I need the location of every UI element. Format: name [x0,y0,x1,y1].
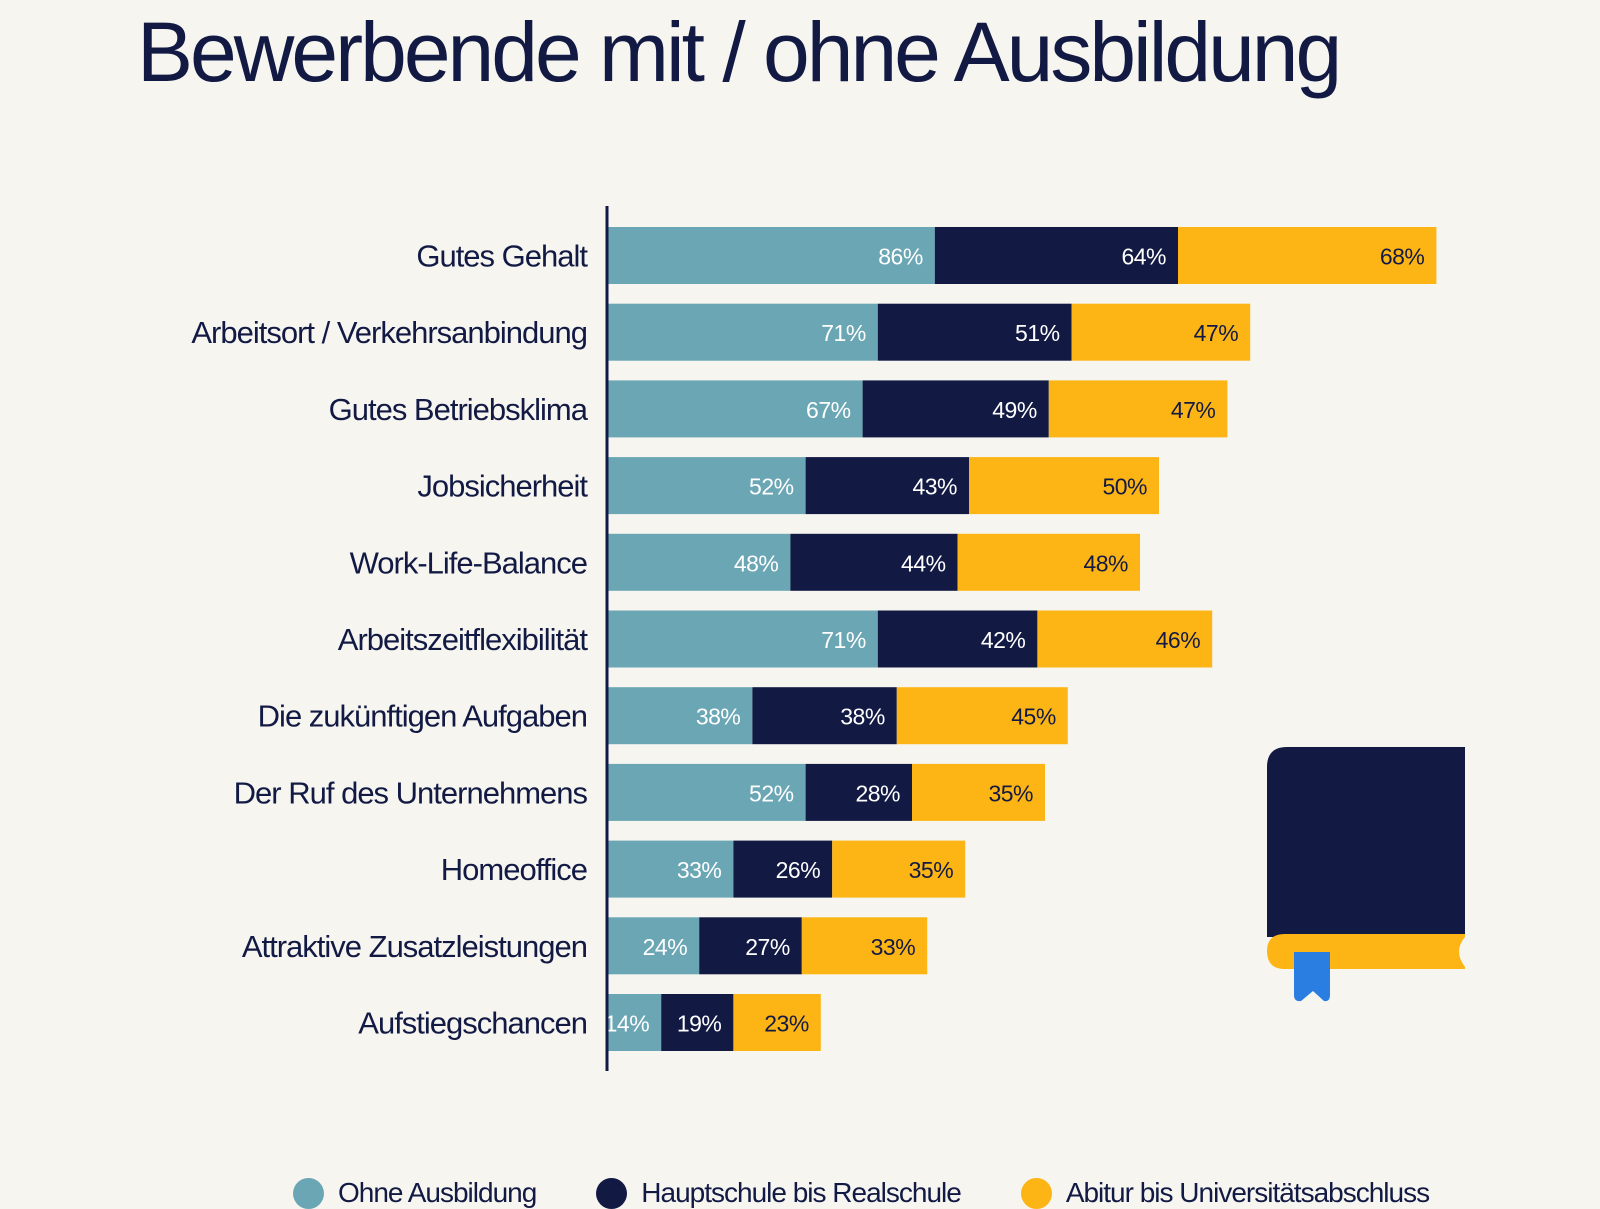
value-label-attraktive-zusatzleistungen-hauptschule-bis-realschule: 27% [745,934,790,960]
value-label-work-life-balance-ohne-ausbildung: 48% [734,550,779,576]
category-label-arbeitszeitflexibilitaet: Arbeitszeitflexibilität [338,622,589,657]
bar-arbeitsort-verkehrsanbindung-hauptschule-bis-realschule [877,303,1072,361]
bar-gutes-gehalt-hauptschule-bis-realschule [934,227,1178,284]
category-label-die-zukuenftigen-aufgaben: Die zukünftigen Aufgaben [258,699,587,734]
value-label-der-ruf-des-unternehmens-ohne-ausbildung: 52% [749,780,794,806]
category-label-jobsicherheit: Jobsicherheit [417,469,588,504]
category-label-attraktive-zusatzleistungen: Attraktive Zusatzleistungen [242,929,587,964]
bar-aufstiegschancen-ohne-ausbildung [608,994,662,1051]
category-labels: Gutes Gehalt Arbeitsort / Verkehrsanbindu… [191,239,589,1041]
bar-arbeitszeitflexibilitaet-abitur-bis-universitaetsabschluss [1037,610,1213,668]
value-label-die-zukuenftigen-aufgaben-ohne-ausbildung: 38% [696,704,741,730]
bar-gutes-betriebsklima-hauptschule-bis-realschule [862,380,1049,438]
bar-homeoffice-ohne-ausbildung [608,840,734,898]
value-label-arbeitszeitflexibilitaet-abitur-bis-universitaetsabschluss: 46% [1156,627,1201,653]
legend-swatch [1020,1177,1052,1209]
legend-label: Abitur bis Universitätsabschluss [1065,1177,1430,1208]
legend: Ohne Ausbildung Hauptschule bis Realschu… [293,1177,1489,1209]
value-label-arbeitsort-verkehrsanbindung-ohne-ausbildung: 71% [821,320,866,346]
value-label-jobsicherheit-ohne-ausbildung: 52% [749,474,794,500]
bar-die-zukuenftigen-aufgaben-ohne-ausbildung [608,687,753,745]
value-label-jobsicherheit-hauptschule-bis-realschule: 43% [912,474,957,500]
value-label-arbeitsort-verkehrsanbindung-abitur-bis-universitaetsabschluss: 47% [1194,320,1239,346]
value-label-jobsicherheit-abitur-bis-universitaetsabschluss: 50% [1102,474,1147,500]
bar-der-ruf-des-unternehmens-abitur-bis-universitaetsabschluss [912,763,1045,821]
bar-der-ruf-des-unternehmens-ohne-ausbildung [608,763,806,821]
bar-work-life-balance-hauptschule-bis-realschule [790,533,958,591]
chart-title: Bewerbende mit / ohne Ausbildung [137,5,1342,99]
bar-attraktive-zusatzleistungen-abitur-bis-universitaetsabschluss [801,917,928,975]
value-label-gutes-gehalt-ohne-ausbildung: 86% [878,244,923,270]
value-label-attraktive-zusatzleistungen-abitur-bis-universitaetsabschluss: 33% [871,934,916,960]
value-label-aufstiegschancen-ohne-ausbildung: 14% [605,1011,650,1037]
bar-der-ruf-des-unternehmens-hauptschule-bis-realschule [805,763,912,821]
legend-item-ohne-ausbildung: Ohne Ausbildung [293,1177,537,1209]
bar-gutes-gehalt-ohne-ausbildung [608,227,935,284]
value-label-der-ruf-des-unternehmens-hauptschule-bis-realschule: 28% [855,780,900,806]
bar-homeoffice-abitur-bis-universitaetsabschluss [832,840,966,898]
book-cover [1267,747,1465,937]
bar-arbeitsort-verkehrsanbindung-abitur-bis-universitaetsabschluss [1071,303,1251,361]
bar-gutes-betriebsklima-ohne-ausbildung [608,380,863,438]
value-label-der-ruf-des-unternehmens-abitur-bis-universitaetsabschluss: 35% [988,780,1033,806]
bar-homeoffice-hauptschule-bis-realschule [733,840,833,898]
book-icon [1267,747,1467,1012]
value-label-die-zukuenftigen-aufgaben-hauptschule-bis-realschule: 38% [840,704,885,730]
bar-jobsicherheit-abitur-bis-universitaetsabschluss [969,457,1159,515]
legend-swatch [293,1177,324,1209]
bar-jobsicherheit-hauptschule-bis-realschule [805,457,969,515]
value-label-arbeitsort-verkehrsanbindung-hauptschule-bis-realschule: 51% [1015,320,1060,346]
bar-arbeitszeitflexibilitaet-hauptschule-bis-realschule [877,610,1038,668]
legend-item-hauptschule-bis-realschule: Hauptschule bis Realschule [596,1177,962,1209]
bookmark-icon [1294,952,1330,1002]
category-label-gutes-gehalt: Gutes Gehalt [416,239,588,274]
value-label-arbeitszeitflexibilitaet-hauptschule-bis-realschule: 42% [981,627,1026,653]
value-label-gutes-betriebsklima-abitur-bis-universitaetsabschluss: 47% [1171,397,1216,423]
value-label-homeoffice-ohne-ausbildung: 33% [677,857,722,883]
book-page-edge [1459,937,1465,967]
category-label-der-ruf-des-unternehmens: Der Ruf des Unternehmens [234,775,588,810]
category-label-aufstiegschancen: Aufstiegschancen [358,1006,587,1041]
bar-die-zukuenftigen-aufgaben-abitur-bis-universitaetsabschluss [896,687,1068,745]
legend-label: Hauptschule bis Realschule [641,1177,962,1208]
value-label-aufstiegschancen-abitur-bis-universitaetsabschluss: 23% [764,1011,809,1037]
bars-layer: 86% 64% 68% 71% 51% 47% 67% 49% 47% 52% 43% 50% 48% 4… [605,227,1437,1051]
bar-jobsicherheit-ohne-ausbildung [608,457,806,515]
value-label-gutes-betriebsklima-hauptschule-bis-realschule: 49% [992,397,1037,423]
bar-work-life-balance-ohne-ausbildung [608,533,791,591]
legend-swatch [596,1177,628,1209]
value-label-attraktive-zusatzleistungen-ohne-ausbildung: 24% [643,934,688,960]
value-label-arbeitszeitflexibilitaet-ohne-ausbildung: 71% [821,627,866,653]
bar-gutes-gehalt-abitur-bis-universitaetsabschluss [1178,227,1437,284]
bar-aufstiegschancen-hauptschule-bis-realschule [661,994,734,1051]
value-label-work-life-balance-abitur-bis-universitaetsabschluss: 48% [1083,550,1128,576]
value-label-gutes-betriebsklima-ohne-ausbildung: 67% [806,397,851,423]
value-label-homeoffice-hauptschule-bis-realschule: 26% [776,857,821,883]
category-label-homeoffice: Homeoffice [441,852,587,887]
category-label-work-life-balance: Work-Life-Balance [350,545,587,580]
value-label-work-life-balance-hauptschule-bis-realschule: 44% [901,550,946,576]
legend-label: Ohne Ausbildung [338,1177,537,1208]
bar-gutes-betriebsklima-abitur-bis-universitaetsabschluss [1048,380,1228,438]
legend-item-abitur-bis-universitaetsabschluss: Abitur bis Universitätsabschluss [1020,1177,1430,1209]
category-label-gutes-betriebsklima: Gutes Betriebsklima [329,392,589,427]
value-label-gutes-gehalt-abitur-bis-universitaetsabschluss: 68% [1380,244,1425,270]
bar-work-life-balance-abitur-bis-universitaetsabschluss [957,533,1140,591]
bar-attraktive-zusatzleistungen-hauptschule-bis-realschule [699,917,802,975]
value-label-gutes-gehalt-hauptschule-bis-realschule: 64% [1121,244,1166,270]
category-label-arbeitsort-verkehrsanbindung: Arbeitsort / Verkehrsanbindung [191,315,587,350]
bar-die-zukuenftigen-aufgaben-hauptschule-bis-realschule [752,687,897,745]
value-label-homeoffice-abitur-bis-universitaetsabschluss: 35% [909,857,954,883]
bar-aufstiegschancen-abitur-bis-universitaetsabschluss [733,994,821,1051]
value-label-aufstiegschancen-hauptschule-bis-realschule: 19% [677,1011,722,1037]
bar-arbeitsort-verkehrsanbindung-ohne-ausbildung [608,303,878,361]
bar-attraktive-zusatzleistungen-ohne-ausbildung [608,917,700,975]
bar-arbeitszeitflexibilitaet-ohne-ausbildung [608,610,878,668]
value-label-die-zukuenftigen-aufgaben-abitur-bis-universitaetsabschluss: 45% [1011,704,1056,730]
